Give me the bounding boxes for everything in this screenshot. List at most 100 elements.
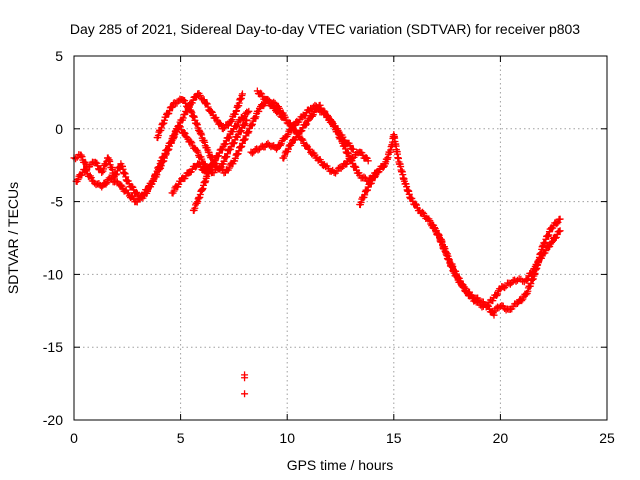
- track-marker: [236, 128, 244, 136]
- track-marker: [305, 106, 313, 114]
- track-marker: [360, 173, 368, 181]
- x-tick-label: 10: [279, 430, 295, 446]
- track-marker: [400, 175, 408, 183]
- track-marker: [233, 121, 241, 129]
- track-marker: [72, 155, 80, 163]
- track-marker: [541, 238, 549, 246]
- track-marker: [218, 145, 226, 153]
- track-marker: [345, 152, 353, 160]
- track-marker: [277, 112, 285, 120]
- track-marker: [212, 113, 220, 121]
- track-marker: [467, 291, 475, 299]
- track-marker: [235, 147, 243, 155]
- track-marker: [171, 130, 179, 138]
- track-marker: [245, 128, 253, 136]
- track-marker: [233, 123, 241, 131]
- track-marker: [319, 107, 327, 115]
- track-marker: [351, 162, 359, 170]
- series-track-i: [356, 131, 498, 319]
- track-marker: [179, 114, 187, 122]
- series-track-e: [189, 163, 214, 214]
- track-marker: [540, 239, 548, 247]
- track-marker: [197, 95, 205, 103]
- track-marker: [138, 193, 146, 201]
- track-marker: [228, 116, 236, 124]
- track-marker: [542, 247, 550, 255]
- x-tick-label: 25: [599, 430, 615, 446]
- data-point: [241, 390, 249, 398]
- y-tick-label: -10: [43, 266, 63, 282]
- track-marker: [229, 128, 237, 136]
- axis-ticks: [73, 55, 608, 421]
- track-marker: [225, 134, 233, 142]
- track-marker: [489, 297, 497, 305]
- track-marker: [551, 234, 559, 242]
- track-marker: [163, 146, 171, 154]
- track-marker: [344, 149, 352, 157]
- track-marker: [306, 145, 314, 153]
- track-marker: [160, 153, 168, 161]
- track-marker: [297, 127, 305, 135]
- track-marker: [331, 122, 339, 130]
- track-marker: [203, 100, 211, 108]
- track-marker: [196, 92, 204, 100]
- track-marker: [241, 136, 249, 144]
- track-marker: [257, 89, 265, 97]
- track-marker: [252, 113, 260, 121]
- track-marker: [248, 120, 256, 128]
- track-marker: [243, 108, 251, 116]
- track-marker: [225, 164, 233, 172]
- x-tick-label: 0: [70, 430, 78, 446]
- track-marker: [225, 133, 233, 141]
- track-marker: [285, 142, 293, 150]
- track-marker: [364, 186, 372, 194]
- track-marker: [248, 149, 256, 157]
- track-marker: [180, 129, 188, 137]
- track-marker: [280, 152, 288, 160]
- track-marker: [553, 220, 561, 228]
- track-marker: [434, 230, 442, 238]
- track-marker: [348, 145, 356, 153]
- y-tick-labels: 5 0 -5 -10 -15 -20: [43, 48, 63, 428]
- track-marker: [204, 103, 212, 111]
- track-marker: [193, 199, 201, 207]
- track-marker: [420, 209, 428, 217]
- track-marker: [363, 154, 371, 162]
- track-marker: [493, 292, 501, 300]
- track-marker: [240, 121, 248, 129]
- series-track-k: [488, 215, 564, 317]
- track-marker: [518, 297, 526, 305]
- track-marker: [435, 232, 443, 240]
- track-marker: [244, 109, 252, 117]
- track-marker: [355, 169, 363, 177]
- track-marker: [208, 108, 216, 116]
- track-marker: [255, 107, 263, 115]
- track-marker: [394, 154, 402, 162]
- x-tick-label: 20: [493, 430, 509, 446]
- track-marker: [554, 218, 562, 226]
- track-marker: [220, 157, 228, 165]
- track-marker: [555, 227, 563, 235]
- track-marker: [112, 177, 120, 185]
- track-marker: [341, 145, 349, 153]
- track-marker: [223, 121, 231, 129]
- track-marker: [344, 149, 352, 157]
- y-axis-label: SDTVAR / TECUs: [5, 182, 21, 294]
- grid-lines: [74, 56, 607, 420]
- track-marker: [263, 95, 271, 103]
- track-marker: [191, 204, 199, 212]
- track-marker: [545, 231, 553, 239]
- y-tick-label: 5: [55, 48, 63, 64]
- track-marker: [224, 150, 232, 158]
- track-marker: [248, 122, 256, 130]
- track-marker: [103, 179, 111, 187]
- track-marker: [412, 200, 420, 208]
- track-marker: [167, 139, 175, 147]
- chart-title: Day 285 of 2021, Sidereal Day-to-day VTE…: [70, 21, 580, 37]
- track-marker: [224, 121, 232, 129]
- x-tick-labels: 0 5 10 15 20 25: [70, 430, 615, 446]
- y-tick-label: -15: [43, 339, 63, 355]
- track-marker: [544, 232, 552, 240]
- track-marker: [207, 107, 215, 115]
